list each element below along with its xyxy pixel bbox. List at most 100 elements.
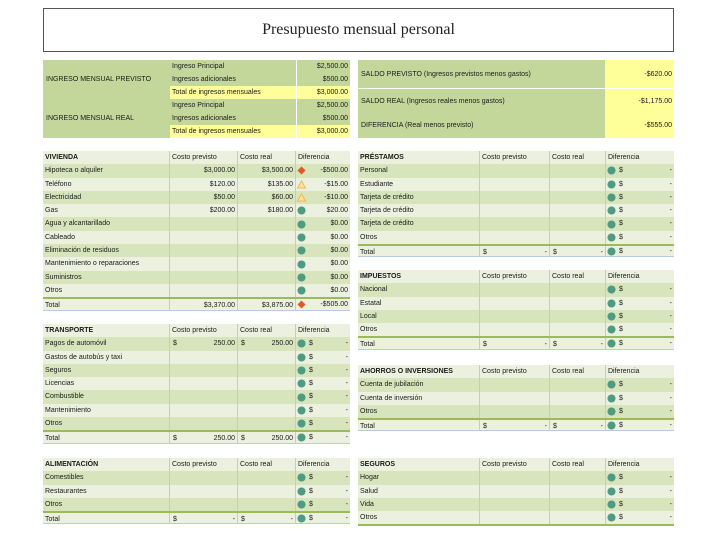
actual-cost-cell[interactable] [550, 471, 606, 485]
actual-cost-cell[interactable] [238, 283, 296, 298]
planned-cost-cell[interactable] [170, 230, 238, 245]
actual-cost-cell[interactable] [550, 497, 606, 512]
actual-cost-cell[interactable]: $3,500.00 [238, 164, 296, 178]
actual-cost-cell[interactable] [238, 377, 296, 391]
actual-cost-cell[interactable] [238, 217, 296, 231]
planned-cost-cell[interactable]: $3,000.00 [170, 164, 238, 178]
actual-cost-cell[interactable] [238, 417, 296, 431]
planned-cost-cell[interactable] [480, 404, 550, 419]
actual-cost-cell[interactable] [238, 484, 296, 498]
planned-cost-cell[interactable]: $250.00 [170, 432, 238, 443]
planned-cost-cell[interactable] [170, 417, 238, 431]
planned-cost-cell[interactable]: $200.00 [170, 204, 238, 218]
actual-cost-cell[interactable] [550, 323, 606, 337]
planned-cost-cell[interactable] [170, 283, 238, 298]
actual-cost-cell[interactable] [238, 350, 296, 364]
planned-cost-cell[interactable] [480, 164, 550, 178]
planned-cost-cell[interactable] [480, 217, 550, 231]
actual-cost-cell[interactable] [238, 244, 296, 258]
green-circle-icon [607, 500, 616, 509]
balance-value[interactable]: -$1,175.00 [605, 89, 674, 113]
planned-cost-cell[interactable]: $ - [480, 420, 550, 431]
actual-cost-cell[interactable] [550, 404, 606, 419]
actual-cost-cell[interactable] [550, 296, 606, 310]
planned-cost-cell[interactable] [480, 391, 550, 405]
actual-cost-cell[interactable] [550, 204, 606, 218]
income-row-value[interactable]: $500.00 [322, 115, 348, 122]
income-row-value[interactable]: $2,500.00 [316, 63, 348, 70]
income-row-value[interactable]: $2,500.00 [316, 102, 348, 109]
planned-cost-cell[interactable] [170, 497, 238, 512]
actual-cost-cell[interactable]: $ - [238, 513, 296, 524]
income-row-value[interactable]: $3,000.00 [316, 89, 348, 96]
income-row-value[interactable]: $500.00 [322, 76, 348, 83]
planned-cost-cell[interactable] [480, 204, 550, 218]
planned-cost-cell[interactable] [170, 217, 238, 231]
planned-cost-cell[interactable]: $ - [170, 513, 238, 524]
planned-cost-cell[interactable] [480, 511, 550, 525]
planned-cost-cell[interactable] [480, 230, 550, 245]
planned-cost-cell[interactable]: $3,370.00 [170, 299, 238, 310]
actual-cost-cell[interactable] [238, 230, 296, 245]
balance-value[interactable]: -$555.00 [605, 113, 674, 138]
actual-cost-cell[interactable]: $250.00 [238, 432, 296, 443]
planned-cost-cell[interactable]: $ - [480, 338, 550, 349]
planned-cost-cell[interactable] [480, 484, 550, 498]
amount: - [669, 514, 672, 522]
planned-cost-cell[interactable] [480, 177, 550, 191]
actual-cost-cell[interactable]: $ - [550, 420, 606, 431]
actual-cost-cell[interactable] [550, 217, 606, 231]
actual-cost-cell[interactable] [238, 497, 296, 512]
planned-cost-cell[interactable] [480, 283, 550, 297]
planned-cost-cell[interactable] [170, 403, 238, 418]
planned-cost-cell[interactable] [170, 257, 238, 271]
planned-cost-cell[interactable] [170, 377, 238, 391]
actual-cost-cell[interactable] [550, 177, 606, 191]
planned-cost-cell[interactable] [170, 363, 238, 378]
actual-cost-cell[interactable]: $ - [550, 246, 606, 257]
actual-cost-cell[interactable] [550, 484, 606, 498]
actual-cost-cell[interactable]: $60.00 [238, 190, 296, 205]
amount: - [669, 394, 672, 402]
planned-cost-cell[interactable] [170, 350, 238, 364]
income-row-value[interactable]: $3,000.00 [316, 128, 348, 135]
planned-cost-cell[interactable] [480, 323, 550, 337]
actual-cost-cell[interactable]: $3,875.00 [238, 299, 296, 310]
actual-cost-cell[interactable] [550, 164, 606, 178]
actual-cost-cell[interactable] [238, 403, 296, 418]
actual-cost-cell[interactable]: $180.00 [238, 204, 296, 218]
actual-cost-cell[interactable] [550, 283, 606, 297]
planned-cost-cell[interactable] [480, 309, 550, 324]
planned-cost-cell[interactable]: $120.00 [170, 177, 238, 191]
planned-cost-cell[interactable] [480, 497, 550, 512]
actual-cost-cell[interactable] [238, 270, 296, 284]
planned-cost-cell[interactable] [170, 484, 238, 498]
actual-cost-cell[interactable] [238, 471, 296, 485]
planned-cost-cell[interactable] [170, 390, 238, 404]
difference-cell: $ - [606, 511, 674, 524]
planned-cost-cell[interactable]: $ - [480, 246, 550, 257]
planned-cost-cell[interactable]: $250.00 [170, 337, 238, 351]
actual-cost-cell[interactable] [550, 309, 606, 324]
actual-cost-cell[interactable] [238, 257, 296, 271]
actual-cost-cell[interactable] [550, 230, 606, 245]
actual-cost-cell[interactable] [550, 378, 606, 392]
row-label: Estatal [358, 296, 480, 310]
actual-cost-cell[interactable]: $ - [550, 338, 606, 349]
planned-cost-cell[interactable] [480, 296, 550, 310]
actual-cost-cell[interactable] [238, 363, 296, 378]
actual-cost-cell[interactable] [238, 390, 296, 404]
actual-cost-cell[interactable] [550, 391, 606, 405]
planned-cost-cell[interactable] [170, 471, 238, 485]
planned-cost-cell[interactable]: $50.00 [170, 190, 238, 205]
actual-cost-cell[interactable] [550, 511, 606, 525]
planned-cost-cell[interactable] [480, 190, 550, 205]
actual-cost-cell[interactable]: $250.00 [238, 337, 296, 351]
balance-value[interactable]: -$620.00 [605, 60, 674, 88]
planned-cost-cell[interactable] [170, 270, 238, 284]
planned-cost-cell[interactable] [170, 244, 238, 258]
planned-cost-cell[interactable] [480, 378, 550, 392]
actual-cost-cell[interactable] [550, 190, 606, 205]
planned-cost-cell[interactable] [480, 471, 550, 485]
actual-cost-cell[interactable]: $135.00 [238, 177, 296, 191]
